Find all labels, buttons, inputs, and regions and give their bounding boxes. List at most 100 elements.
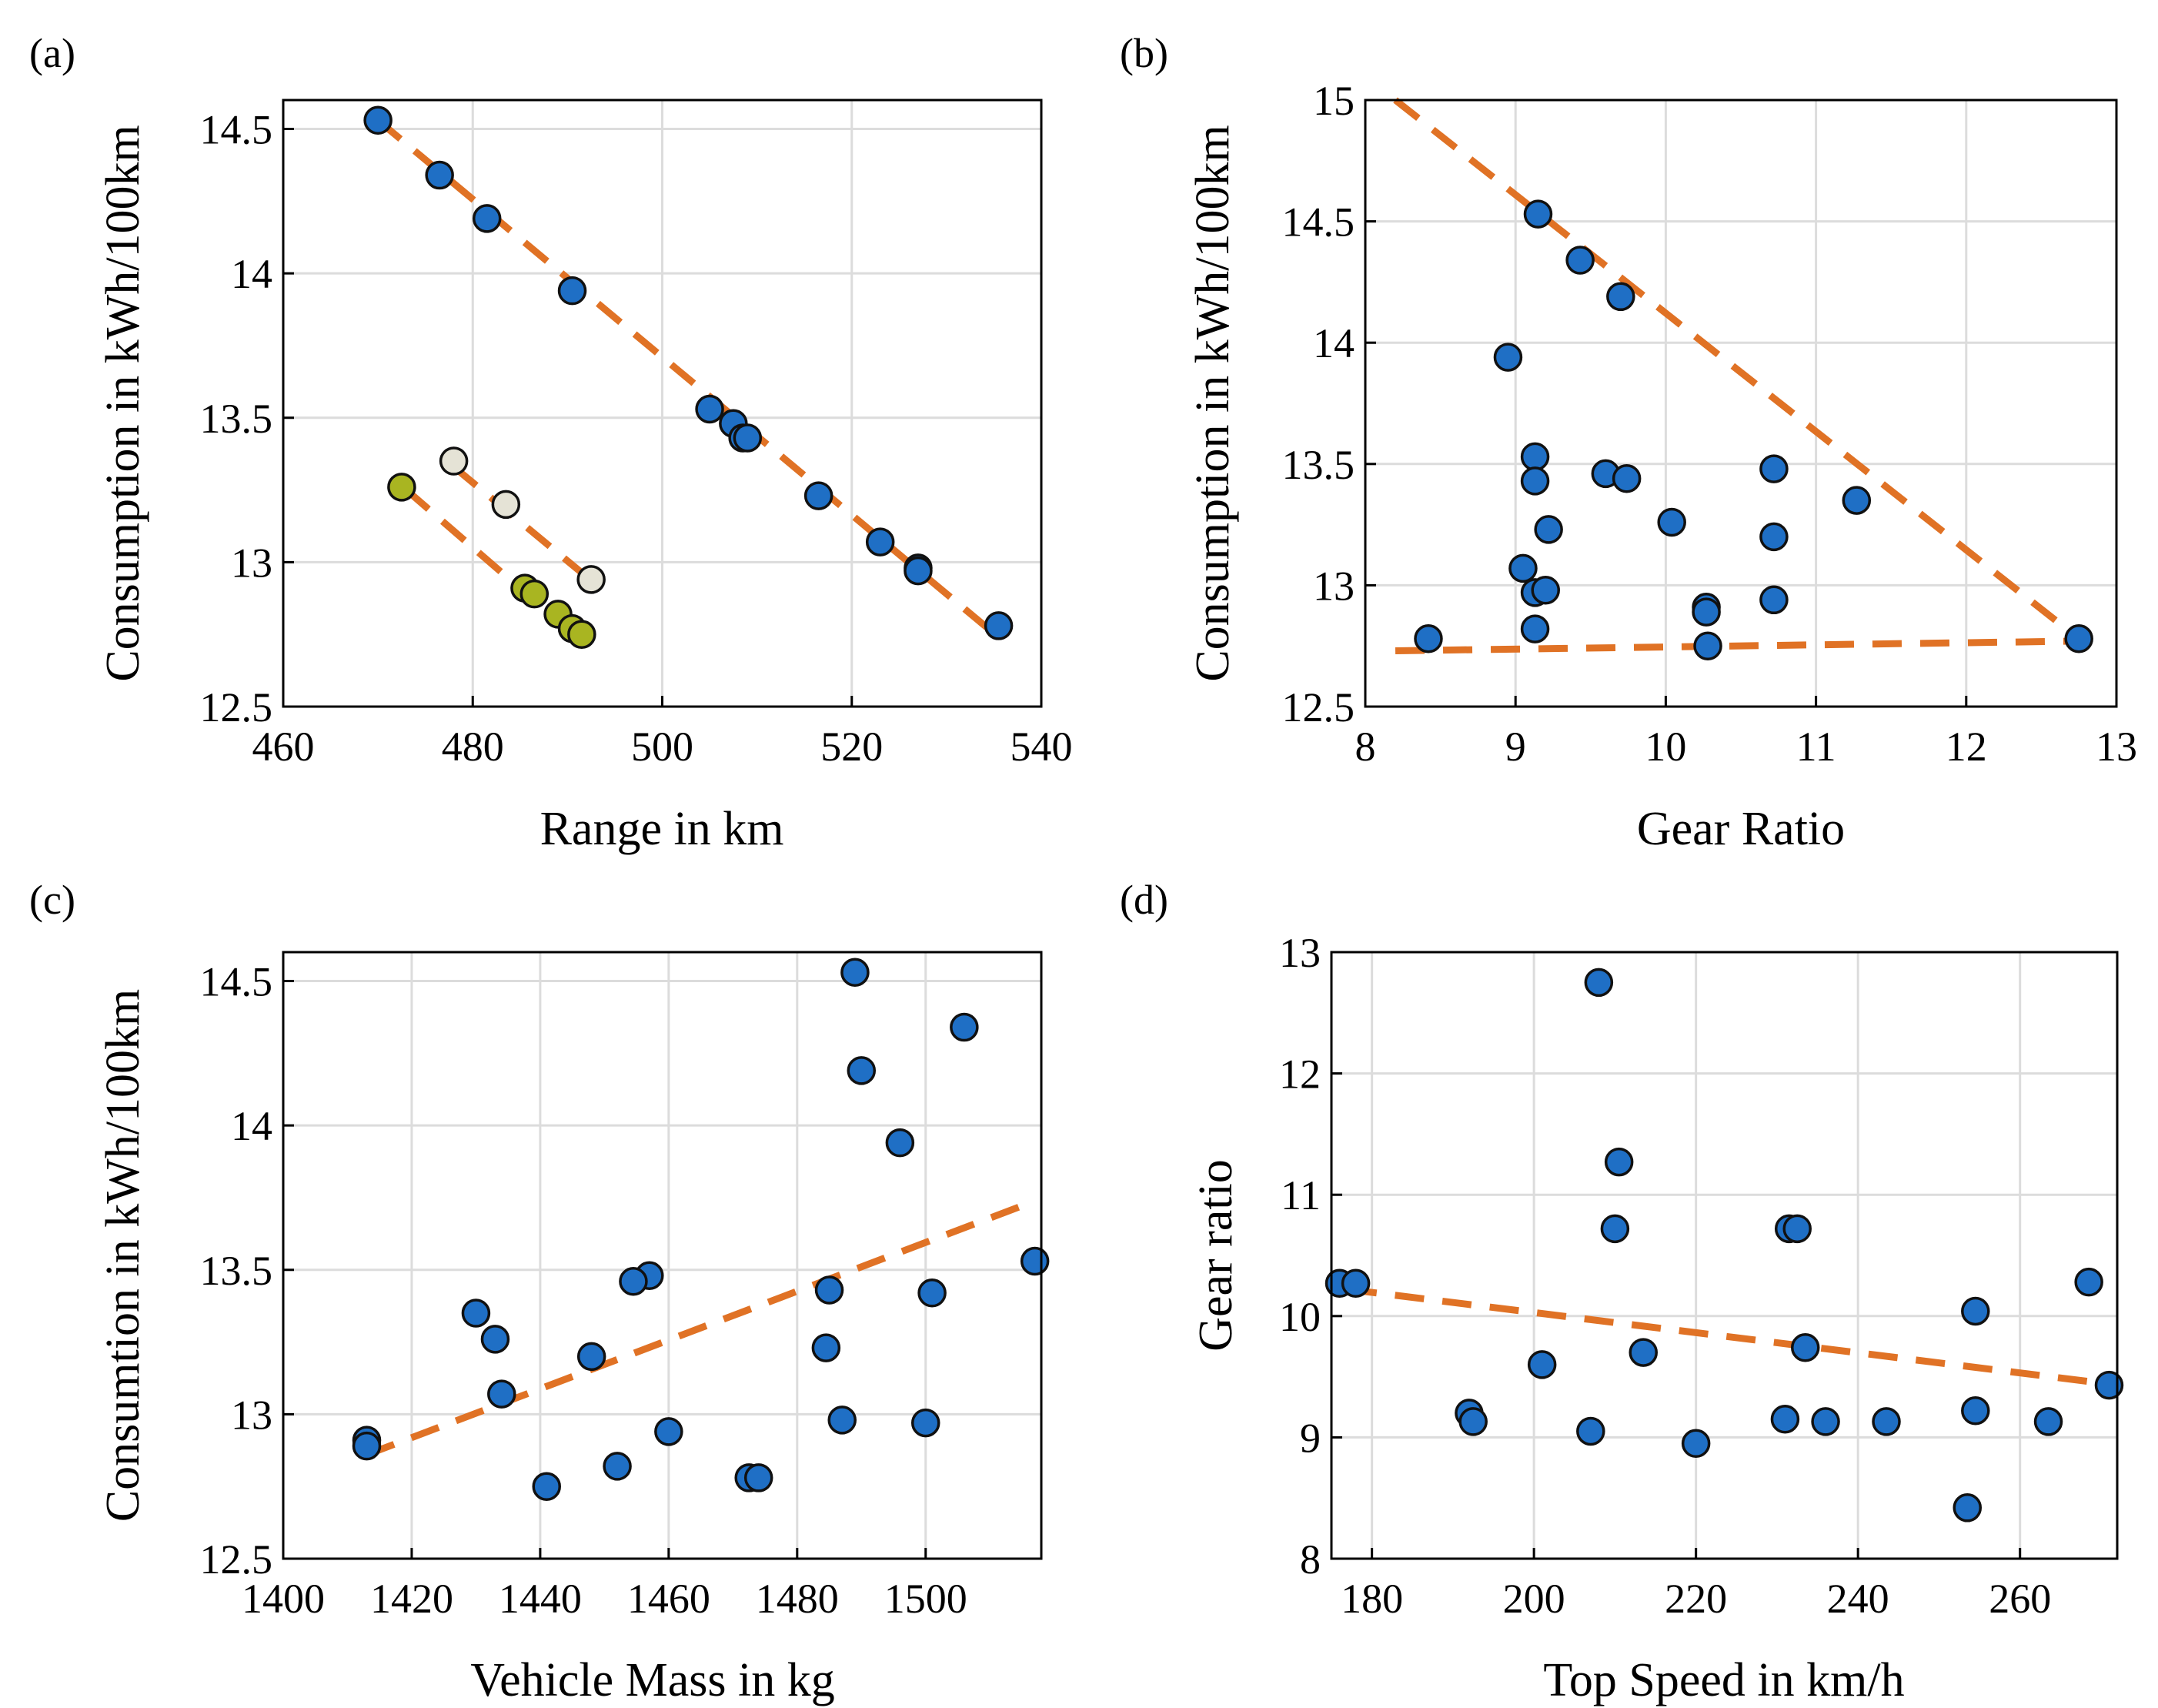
panel-a-data-point [363, 105, 393, 135]
panel-c-x-tick-label: 1400 [242, 1576, 325, 1622]
panel-b-fit-line-1 [1393, 97, 2081, 642]
panel-d-x-tick-label: 180 [1341, 1576, 1403, 1622]
panel-c-data-point [917, 1278, 947, 1308]
panel-c-data-point [603, 1452, 632, 1481]
panel-c-y-tick-label: 14.5 [200, 959, 273, 1005]
panel-d-data-point [1872, 1407, 1901, 1436]
panel-a-data-point [733, 423, 763, 453]
panel-a-data-point [567, 620, 596, 649]
panel-b-label: (b) [1120, 30, 1168, 76]
panel-c-x-tick-label: 1440 [499, 1576, 582, 1622]
panel-c-data-point [814, 1275, 844, 1305]
panel-b-data-point [1520, 614, 1550, 643]
panel-d-x-tick-label: 200 [1503, 1576, 1565, 1622]
panel-d-x-tick-label: 260 [1989, 1576, 2051, 1622]
panel-b-x-tick-label: 11 [1796, 724, 1836, 770]
panel-c-label: (c) [29, 877, 75, 923]
panel-a-data-point [803, 481, 833, 510]
panel-b-data-point [1759, 585, 1789, 615]
panel-b-y-tick-label: 13 [1313, 563, 1355, 609]
panel-c-x-tick-label: 1420 [370, 1576, 453, 1622]
panel-a: (a) 460 480 500 520 540 12.5 13 13.5 14 14.5 Ran… [29, 30, 1073, 855]
panel-d-y-tick-label: 8 [1300, 1536, 1321, 1583]
panel-b-y-tick-label: 12.5 [1282, 684, 1355, 730]
panel-a-y-tick-label: 13 [231, 540, 272, 586]
panel-b-x-tick-label: 10 [1645, 724, 1686, 770]
panel-d-data-point [1341, 1268, 1371, 1298]
panel-b-data-point [1508, 553, 1538, 583]
panel-d-x-axis-label: Top Speed in km/h [1543, 1654, 1904, 1706]
panel-c-x-tick-label: 1460 [627, 1576, 710, 1622]
panel-c-y-tick-label: 13.5 [200, 1248, 273, 1294]
panel-d-y-tick-label: 9 [1300, 1415, 1321, 1461]
panel-b-data-point [1520, 466, 1550, 496]
panel-c-y-axis-label: Consumtion in kWh/100km [97, 989, 149, 1522]
panel-d-data-point [1782, 1214, 1812, 1244]
panel-d-data-point [1576, 1416, 1605, 1446]
panel-a-fit-line-2 [451, 464, 589, 580]
panel-c-data-point [847, 1056, 877, 1085]
panel-c-y-tick-label: 13 [231, 1392, 272, 1438]
panel-c-data-point [487, 1379, 516, 1409]
panel-b-y-tick-label: 13.5 [1282, 442, 1355, 488]
panel-d-y-tick-label: 12 [1279, 1051, 1321, 1098]
panel-b-x-tick-label: 12 [1946, 724, 1987, 770]
panel-b-data-point [1493, 343, 1523, 372]
panel-c-x-tick-label: 1480 [756, 1576, 839, 1622]
panel-b-plot-area [1364, 99, 2118, 708]
panel-a-x-tick-label: 500 [631, 724, 693, 770]
panel-b-data-point [2064, 623, 2093, 653]
panel-b-data-point [1759, 454, 1789, 483]
panel-a-fit-line-1 [376, 117, 1001, 640]
panel-d-fit-line-1 [1347, 1285, 2110, 1388]
panel-a-data-point [472, 204, 502, 233]
panel-b-data-point [1565, 246, 1595, 275]
panel-c-data-point [352, 1431, 382, 1461]
panel-d-data-point [1604, 1147, 1634, 1177]
panel-a-y-tick-label: 13.5 [200, 396, 273, 442]
panel-b-y-axis-label: Consumption in kWh/100km [1187, 125, 1239, 681]
panel-b-data-point [1414, 623, 1443, 653]
panel-a-y-axis-label: Consumption in kWh/100km [97, 125, 149, 681]
panel-b: (b) 8 9 10 11 12 13 12.5 13 13.5 14 14.5 15 Gear R… [1120, 30, 2137, 855]
panel-c-data-point [1020, 1246, 1050, 1276]
panel-a-y-tick-label: 14 [231, 251, 272, 297]
panel-b-y-tick-label: 14 [1313, 320, 1355, 366]
panel-a-data-point [984, 611, 1014, 640]
panel-c-x-axis-label: Vehicle Mass in kg [470, 1654, 835, 1706]
panel-d-y-tick-label: 10 [1279, 1294, 1321, 1340]
panel-d-x-tick-label: 240 [1827, 1576, 1889, 1622]
panel-b-y-tick-label: 14.5 [1282, 199, 1355, 246]
panel-c-data-point [811, 1333, 841, 1362]
panel-d-y-axis-label: Gear ratio [1190, 1159, 1242, 1352]
panel-d-data-point [2074, 1267, 2103, 1297]
panel-b-data-point [1520, 442, 1550, 472]
panel-c: (c) 1400 1420 1440 1460 1480 1500 12.5 13 13.5 1… [29, 877, 1050, 1706]
panel-c-data-point [532, 1472, 561, 1501]
panel-a-data-point [865, 527, 895, 557]
panel-b-data-point [1523, 199, 1553, 229]
panel-a-data-point [904, 556, 933, 586]
panel-a-y-tick-label: 14.5 [200, 107, 273, 153]
panel-d-data-point [2033, 1407, 2063, 1436]
panel-a-x-tick-label: 480 [442, 724, 504, 770]
panel-d-label: (d) [1120, 877, 1168, 923]
panel-d-data-point [1961, 1296, 1990, 1326]
panel-d-data-point [1953, 1493, 1983, 1522]
panel-c-data-point [840, 958, 870, 988]
panel-d-data-point [1584, 968, 1614, 998]
panel-a-x-axis-label: Range in km [540, 803, 784, 855]
panel-a-data-point [695, 394, 724, 424]
panel-a-data-point [491, 490, 521, 520]
panel-a-x-tick-label: 520 [820, 724, 883, 770]
panel-a-x-tick-label: 540 [1011, 724, 1073, 770]
panel-b-x-tick-label: 8 [1355, 724, 1376, 770]
panel-c-data-point [654, 1417, 683, 1446]
panel-b-y-tick-label: 15 [1313, 78, 1355, 124]
panel-b-data-point [1534, 515, 1563, 544]
panel-c-data-point [480, 1325, 510, 1354]
panel-c-fit-line-1 [365, 1200, 1030, 1459]
panel-d-data-point [1629, 1338, 1658, 1367]
panel-b-data-point [1692, 597, 1721, 627]
